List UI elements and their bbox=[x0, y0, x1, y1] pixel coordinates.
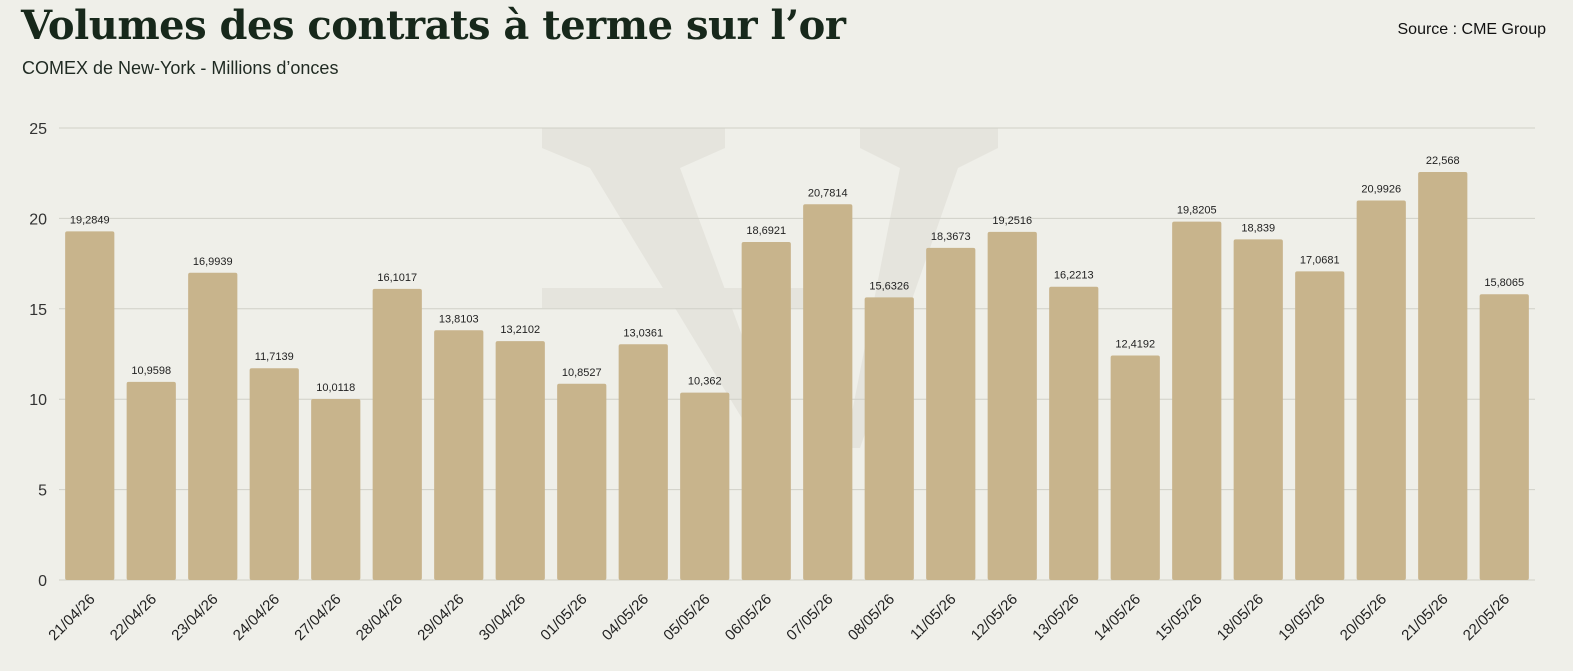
y-axis: 0 5 10 15 20 25 bbox=[29, 121, 47, 590]
data-label: 10,0118 bbox=[316, 382, 355, 394]
bar bbox=[803, 204, 853, 581]
bar bbox=[1110, 355, 1160, 580]
data-label: 22,568 bbox=[1426, 155, 1460, 167]
data-label: 13,0361 bbox=[623, 327, 663, 339]
bar bbox=[188, 272, 238, 580]
data-label: 10,9598 bbox=[131, 365, 171, 377]
data-label: 11,7139 bbox=[255, 351, 294, 363]
data-label: 17,0681 bbox=[1300, 254, 1340, 266]
x-tick-label: 21/05/26 bbox=[1398, 591, 1451, 644]
data-label: 16,1017 bbox=[377, 272, 417, 284]
bar bbox=[618, 344, 668, 580]
x-tick-label: 30/04/26 bbox=[476, 591, 529, 644]
bar bbox=[1295, 271, 1345, 580]
data-labels: 19,2849 10,9598 16,9939 11,7139 10,0118 16,10… bbox=[70, 155, 1524, 394]
bar bbox=[1049, 286, 1099, 580]
x-tick-label: 11/05/26 bbox=[907, 591, 960, 644]
y-tick-label: 0 bbox=[38, 573, 47, 590]
data-label: 13,2102 bbox=[500, 324, 540, 336]
x-tick-label: 21/04/26 bbox=[45, 591, 98, 644]
data-label: 20,7814 bbox=[808, 187, 848, 199]
bar bbox=[741, 242, 791, 581]
bar bbox=[372, 288, 422, 580]
data-label: 10,8527 bbox=[562, 367, 602, 379]
chart-subtitle: COMEX de New-York - Millions d’onces bbox=[22, 58, 339, 78]
chart-title: Volumes des contrats à terme sur l’or bbox=[21, 2, 846, 49]
x-tick-label: 22/05/26 bbox=[1460, 591, 1513, 644]
x-tick-label: 20/05/26 bbox=[1337, 591, 1390, 644]
bar bbox=[126, 381, 176, 580]
x-tick-label: 04/05/26 bbox=[599, 591, 652, 644]
bar bbox=[1418, 171, 1468, 580]
x-tick-label: 13/05/26 bbox=[1029, 591, 1082, 644]
bar bbox=[1233, 239, 1283, 581]
data-label: 19,8205 bbox=[1177, 205, 1217, 217]
gridlines bbox=[59, 127, 1535, 581]
x-tick-label: 29/04/26 bbox=[414, 591, 467, 644]
data-label: 20,9926 bbox=[1361, 183, 1401, 195]
data-label: 15,6326 bbox=[869, 280, 909, 292]
x-tick-label: 07/05/26 bbox=[783, 591, 836, 644]
source-label: Source : CME Group bbox=[1397, 21, 1547, 38]
x-tick-label: 23/04/26 bbox=[168, 591, 221, 644]
x-tick-label: 01/05/26 bbox=[537, 591, 590, 644]
bar bbox=[680, 392, 730, 580]
bars bbox=[65, 171, 1529, 581]
y-tick-label: 10 bbox=[29, 392, 47, 409]
data-label: 16,9939 bbox=[193, 256, 233, 268]
x-tick-label: 14/05/26 bbox=[1091, 591, 1144, 644]
data-label: 19,2849 bbox=[70, 214, 110, 226]
x-axis: 21/04/26 22/04/26 23/04/26 24/04/26 27/04/26… bbox=[45, 591, 1513, 644]
data-label: 12,4192 bbox=[1115, 338, 1155, 350]
x-tick-label: 06/05/26 bbox=[722, 591, 775, 644]
x-tick-label: 15/05/26 bbox=[1152, 591, 1205, 644]
bar bbox=[926, 247, 976, 580]
bar bbox=[249, 368, 299, 580]
y-tick-label: 20 bbox=[29, 211, 47, 228]
bar bbox=[65, 231, 115, 580]
bar bbox=[557, 383, 607, 580]
y-tick-label: 15 bbox=[29, 302, 47, 319]
x-tick-label: 28/04/26 bbox=[353, 591, 406, 644]
bar bbox=[1479, 294, 1529, 580]
data-label: 18,6921 bbox=[746, 225, 786, 237]
y-tick-label: 5 bbox=[38, 483, 47, 500]
data-label: 19,2516 bbox=[992, 215, 1032, 227]
x-tick-label: 08/05/26 bbox=[845, 591, 898, 644]
x-tick-label: 12/05/26 bbox=[968, 591, 1021, 644]
data-label: 18,3673 bbox=[931, 231, 971, 243]
bar bbox=[864, 297, 914, 580]
x-tick-label: 27/04/26 bbox=[291, 591, 344, 644]
data-label: 10,362 bbox=[688, 376, 722, 388]
bar bbox=[495, 341, 545, 580]
x-tick-label: 19/05/26 bbox=[1275, 591, 1328, 644]
x-tick-label: 22/04/26 bbox=[107, 591, 160, 644]
bar bbox=[1356, 200, 1406, 580]
bar bbox=[987, 231, 1037, 580]
x-tick-label: 18/05/26 bbox=[1214, 591, 1267, 644]
data-label: 15,8065 bbox=[1484, 277, 1524, 289]
data-label: 13,8103 bbox=[439, 313, 479, 325]
x-tick-label: 05/05/26 bbox=[660, 591, 713, 644]
x-tick-label: 24/04/26 bbox=[230, 591, 283, 644]
y-tick-label: 25 bbox=[29, 121, 47, 138]
data-label: 18,839 bbox=[1241, 222, 1275, 234]
bar bbox=[1172, 221, 1222, 580]
bar bbox=[434, 330, 484, 580]
bar bbox=[311, 398, 361, 580]
data-label: 16,2213 bbox=[1054, 270, 1094, 282]
